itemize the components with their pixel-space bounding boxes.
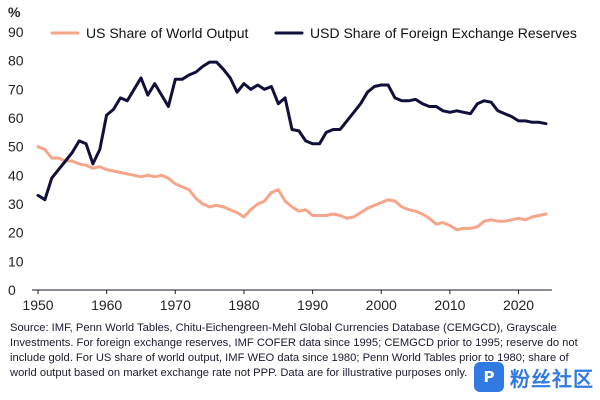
x-tick-label: 2000 [366, 297, 397, 313]
legend: US Share of World Output USD Share of For… [50, 25, 577, 41]
y-tick-label: 20 [8, 225, 24, 241]
x-tick-label: 1980 [228, 297, 259, 313]
x-axis-ticks: 1950 1960 1970 1980 1990 2000 2010 2020 [22, 290, 534, 313]
y-tick-label: 60 [8, 110, 24, 126]
y-tick-label: 30 [8, 196, 24, 212]
x-tick-label: 1990 [297, 297, 328, 313]
source-footnote: Source: IMF, Penn World Tables, Chitu-Ei… [10, 322, 578, 379]
legend-label: USD Share of Foreign Exchange Reserves [310, 25, 577, 41]
y-tick-label: 70 [8, 81, 24, 97]
legend-label: US Share of World Output [86, 25, 248, 41]
watermark-text: 粉丝社区 [510, 366, 594, 391]
series-line-usd-reserves [36, 60, 548, 202]
y-tick-label: 0 [8, 282, 16, 298]
y-tick-label: 80 [8, 53, 24, 69]
y-tick-label: 90 [8, 24, 24, 40]
watermark-logo-icon: P [474, 362, 504, 392]
y-axis-ticks: 0 10 20 30 40 50 60 70 80 90 [8, 24, 24, 298]
x-tick-label: 1960 [91, 297, 122, 313]
x-tick-label: 2010 [434, 297, 465, 313]
x-tick-label: 1970 [160, 297, 191, 313]
series-lines [36, 60, 548, 232]
x-tick-label: 2020 [503, 297, 534, 313]
y-tick-label: 40 [8, 167, 24, 183]
watermark: P 粉丝社区 [474, 358, 596, 396]
x-tick-label: 1950 [22, 297, 53, 313]
series-line-us-output [36, 145, 548, 232]
y-axis-unit-label: % [8, 4, 21, 20]
y-tick-label: 50 [8, 139, 24, 155]
y-tick-label: 10 [8, 253, 24, 269]
